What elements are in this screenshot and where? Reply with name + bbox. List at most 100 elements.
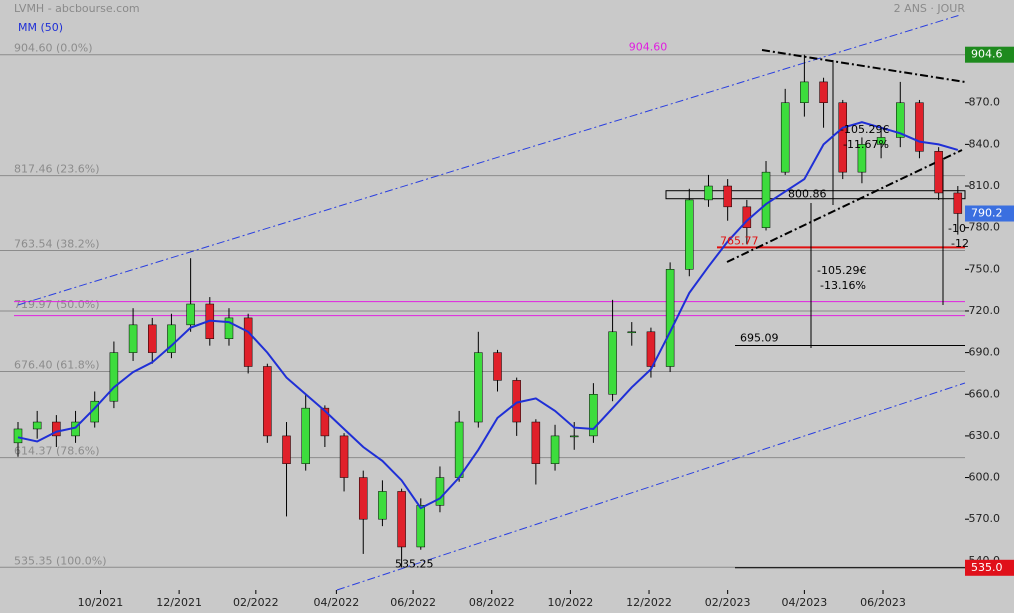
- fib-label: 817.46 (23.6%): [14, 163, 100, 176]
- candle-body: [301, 407, 310, 464]
- candle-body: [378, 491, 387, 520]
- channel-lower: [336, 382, 966, 591]
- candle-body: [876, 137, 886, 145]
- candle-body: [953, 192, 963, 214]
- candle-body: [243, 317, 253, 367]
- candle-body: [627, 331, 637, 334]
- triangle-top: [761, 49, 966, 83]
- candle-body: [531, 421, 541, 464]
- x-tick-label: 10/2021: [78, 596, 124, 609]
- candle-body: [838, 102, 847, 173]
- candle-body: [435, 477, 445, 506]
- candle-body: [148, 324, 157, 353]
- candle-body: [780, 102, 790, 173]
- measure-label: -11.67%: [843, 138, 889, 151]
- x-tick-label: 02/2023: [705, 596, 751, 609]
- candle-body: [761, 171, 771, 228]
- fib-label: 719.97 (50.0%): [14, 298, 100, 311]
- channel-upper: [17, 14, 961, 306]
- candle-body: [723, 185, 732, 208]
- candle-body: [493, 352, 502, 381]
- x-tick-label: 10/2022: [548, 596, 594, 609]
- x-tick-label: 04/2022: [314, 596, 360, 609]
- x-tick-label: 12/2021: [156, 596, 202, 609]
- y-tick-label: 570.0: [969, 512, 1001, 525]
- fib-label: 535.35 (100.0%): [14, 554, 107, 567]
- y-tick-label: 750.0: [969, 262, 1001, 275]
- price-marker: [965, 559, 1014, 576]
- candle-body: [358, 477, 368, 520]
- moving-average: [17, 121, 959, 510]
- candle-body: [167, 324, 176, 353]
- measure-label: -105.29€: [840, 123, 889, 136]
- y-tick-label: 870.0: [969, 96, 1001, 109]
- y-tick-label: 660.0: [969, 387, 1001, 400]
- support-label: 800.86: [788, 188, 827, 201]
- measure-label: -105.29€: [817, 264, 866, 277]
- candle-body: [934, 151, 943, 194]
- y-tick-label: 630.0: [969, 429, 1001, 442]
- candle-body: [896, 102, 905, 138]
- candle-body: [13, 428, 23, 444]
- candle-body: [186, 303, 195, 326]
- candle-body: [569, 435, 579, 438]
- y-tick-label: 600.0: [969, 471, 1001, 484]
- period: 2 ANS · JOUR: [894, 2, 966, 15]
- candle-body: [32, 421, 42, 430]
- candle-body: [646, 331, 656, 367]
- y-tick-label: 690.0: [969, 346, 1001, 359]
- candle-body: [320, 407, 330, 437]
- candle-body: [915, 102, 924, 152]
- measure-label: -13.16%: [820, 279, 866, 292]
- legend-entry: MM (50): [18, 21, 63, 34]
- candle-body: [589, 394, 598, 437]
- price-marker-label: 790.2: [971, 207, 1003, 220]
- price-marker: [965, 46, 1014, 63]
- x-tick-label: 12/2022: [626, 596, 672, 609]
- low-label: 535.25: [395, 557, 434, 570]
- red-level-label: 765.77: [720, 234, 759, 247]
- triangle-bottom: [726, 149, 963, 263]
- candle-body: [685, 199, 694, 270]
- x-tick-label: 04/2023: [782, 596, 828, 609]
- y-tick-label: 780.0: [969, 221, 1001, 234]
- candle-body: [282, 435, 291, 464]
- candle-body: [857, 144, 867, 173]
- candle-body: [819, 81, 828, 103]
- measure-label: -12: [951, 237, 969, 250]
- candle-body: [608, 331, 617, 395]
- top-label: 904.60: [629, 41, 668, 54]
- fib-label: 904.60 (0.0%): [14, 42, 93, 55]
- price-marker-label: 904.6: [971, 48, 1003, 61]
- fib-label: 614.37 (78.6%): [14, 445, 100, 458]
- candle-body: [52, 421, 61, 437]
- candle-body: [109, 352, 119, 402]
- candle-body: [224, 317, 234, 339]
- candle-body: [416, 505, 426, 548]
- candle-body: [550, 435, 560, 464]
- candle-body: [454, 421, 464, 478]
- y-tick-label: 720.0: [969, 304, 1001, 317]
- candle-body: [704, 185, 713, 201]
- x-tick-label: 06/2022: [390, 596, 436, 609]
- price-marker: [965, 205, 1014, 222]
- candle-body: [474, 352, 483, 423]
- x-tick-label: 02/2022: [233, 596, 279, 609]
- candle-body: [128, 324, 138, 353]
- candle-body: [339, 435, 349, 478]
- measure-label: -10: [948, 222, 966, 235]
- x-tick-label: 08/2022: [469, 596, 515, 609]
- y-tick-label: 840.0: [969, 137, 1001, 150]
- y-tick-label: 810.0: [969, 179, 1001, 192]
- candle-body: [263, 366, 272, 437]
- fib-label: 763.54 (38.2%): [14, 238, 100, 251]
- candle-body: [397, 491, 406, 548]
- x-tick-label: 06/2023: [860, 596, 906, 609]
- fib-label: 676.40 (61.8%): [14, 358, 100, 371]
- candle-body: [665, 269, 675, 367]
- title: LVMH - abcbourse.com: [14, 2, 140, 15]
- candle-body: [800, 81, 809, 103]
